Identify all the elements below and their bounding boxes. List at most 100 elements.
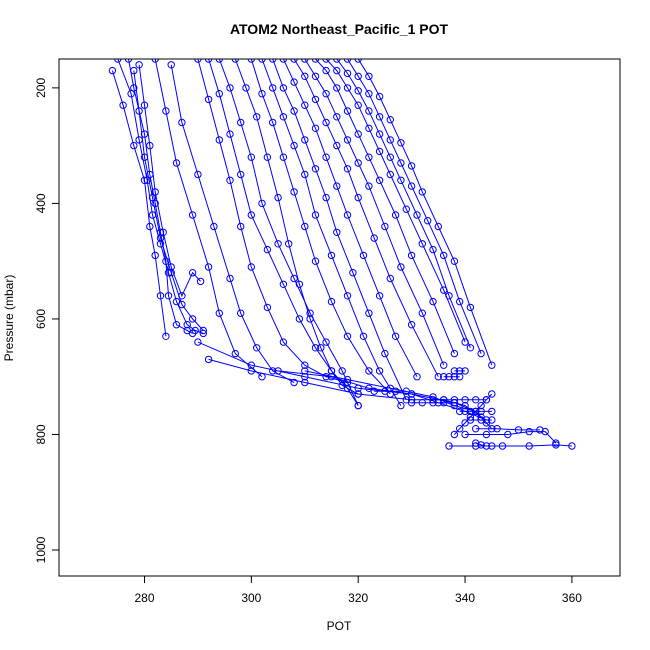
- data-point: [290, 141, 298, 150]
- data-point: [397, 401, 405, 410]
- data-point: [130, 141, 138, 150]
- data-point: [434, 222, 442, 231]
- x-tick-label: 300: [241, 591, 261, 605]
- data-point: [311, 95, 320, 104]
- data-point: [456, 297, 464, 306]
- data-point: [418, 399, 426, 407]
- data-point: [397, 263, 405, 271]
- data-point: [333, 66, 341, 75]
- data-point: [322, 338, 330, 346]
- data-point: [375, 292, 384, 300]
- x-axis-label: POT: [327, 619, 352, 633]
- data-point: [269, 118, 277, 127]
- data-point: [541, 427, 549, 436]
- x-tick-label: 360: [562, 591, 582, 605]
- data-point: [482, 430, 491, 439]
- data-point: [536, 426, 544, 434]
- data-point: [322, 59, 330, 63]
- data-point: [386, 274, 394, 283]
- data-point: [322, 193, 330, 202]
- series-layer: [108, 59, 576, 450]
- data-point: [295, 315, 304, 323]
- data-point: [381, 349, 389, 358]
- data-point: [365, 153, 373, 161]
- data-point: [552, 439, 560, 447]
- data-point: [253, 344, 261, 352]
- data-point: [327, 297, 336, 306]
- data-point: [568, 442, 576, 450]
- data-point: [140, 101, 149, 109]
- data-point: [311, 72, 320, 81]
- data-point: [167, 263, 175, 271]
- data-point: [215, 136, 224, 144]
- series-18: [311, 59, 459, 358]
- x-tick-label: 340: [455, 591, 475, 605]
- data-point: [440, 399, 448, 407]
- data-point: [311, 59, 320, 63]
- data-point: [450, 399, 459, 407]
- data-point: [429, 399, 437, 407]
- data-point: [164, 292, 173, 300]
- data-point: [370, 234, 378, 242]
- data-point: [204, 59, 213, 63]
- series-10: [215, 59, 362, 410]
- data-point: [301, 170, 309, 179]
- y-axis-label: Pressure (mbar): [2, 275, 16, 362]
- data-point: [525, 427, 533, 436]
- data-point: [279, 338, 288, 346]
- data-point: [199, 326, 208, 335]
- series-7: [167, 61, 298, 387]
- data-point: [391, 387, 400, 395]
- series-16: [290, 59, 442, 381]
- data-point: [274, 367, 282, 375]
- series-22: [354, 59, 496, 369]
- series-line: [475, 428, 540, 431]
- data-point: [343, 107, 352, 115]
- data-point: [311, 211, 320, 219]
- y-tick-label: 600: [34, 309, 48, 329]
- data-point: [146, 141, 154, 150]
- data-point: [124, 59, 133, 63]
- data-point: [429, 245, 437, 254]
- data-point: [354, 130, 362, 138]
- data-point: [258, 59, 266, 63]
- data-point: [204, 263, 213, 271]
- data-point: [263, 245, 272, 254]
- series-15: [279, 59, 421, 381]
- data-point: [237, 170, 245, 179]
- data-point: [226, 130, 234, 138]
- series-line: [357, 59, 493, 366]
- data-point: [183, 321, 191, 329]
- y-tick-label: 800: [34, 424, 48, 444]
- data-point: [477, 441, 485, 449]
- data-point: [391, 211, 400, 219]
- data-point: [301, 59, 309, 63]
- data-point: [472, 396, 480, 404]
- data-point: [247, 153, 256, 161]
- data-point: [151, 59, 159, 63]
- data-point: [269, 84, 277, 92]
- data-point: [456, 373, 464, 381]
- data-point: [418, 240, 426, 248]
- data-point: [226, 274, 234, 283]
- data-point: [194, 59, 202, 63]
- data-point: [445, 442, 453, 450]
- data-point: [317, 344, 325, 352]
- data-point: [108, 66, 117, 75]
- data-point: [343, 332, 352, 340]
- data-point: [333, 84, 341, 92]
- series-line: [293, 59, 439, 377]
- data-point: [263, 153, 272, 161]
- data-point: [488, 442, 496, 450]
- data-point: [354, 159, 362, 167]
- data-point: [322, 153, 330, 161]
- data-point: [210, 222, 218, 231]
- data-point: [456, 407, 464, 416]
- data-point: [333, 228, 341, 237]
- data-point: [301, 222, 309, 231]
- data-point: [148, 193, 157, 202]
- data-point: [407, 251, 416, 260]
- data-point: [204, 95, 213, 104]
- data-point: [418, 309, 426, 317]
- data-point: [413, 373, 421, 381]
